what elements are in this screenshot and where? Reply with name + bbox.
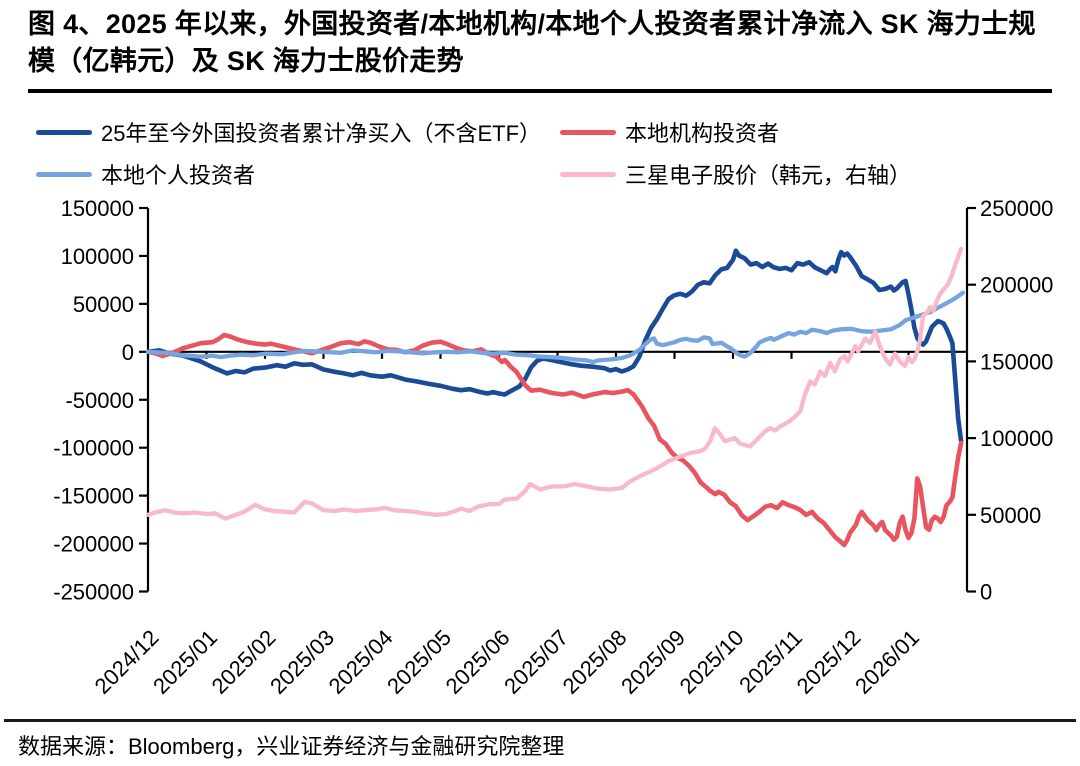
svg-text:2025/09: 2025/09 — [616, 625, 690, 699]
legend-item-local-individuals: 本地个人投资者 — [36, 160, 255, 188]
svg-text:250000: 250000 — [980, 196, 1053, 221]
legend-swatch-individuals-line — [36, 171, 92, 177]
svg-text:150000: 150000 — [980, 349, 1053, 374]
svg-text:-100000: -100000 — [53, 436, 134, 461]
svg-text:2026/01: 2026/01 — [850, 625, 924, 699]
svg-text:2025/04: 2025/04 — [324, 625, 398, 699]
legend-row-1: 25年至今外国投资者累计净买入（不含ETF） 本地机构投资者 — [0, 118, 1080, 146]
svg-text:0: 0 — [122, 340, 134, 365]
svg-text:50000: 50000 — [73, 292, 134, 317]
footer-source: 数据来源：Bloomberg，兴业证券经济与金融研究院整理 — [18, 734, 565, 759]
svg-text:2025/02: 2025/02 — [207, 625, 281, 699]
footer-divider — [4, 719, 1076, 722]
svg-text:2025/01: 2025/01 — [148, 625, 222, 699]
svg-text:2025/08: 2025/08 — [558, 625, 632, 699]
svg-text:-50000: -50000 — [65, 388, 134, 413]
svg-text:2024/12: 2024/12 — [90, 625, 164, 699]
legend-row-2: 本地个人投资者 三星电子股价（韩元，右轴） — [0, 160, 1080, 188]
legend-label: 本地个人投资者 — [101, 163, 256, 188]
svg-text:-250000: -250000 — [53, 580, 134, 605]
legend-swatch-foreign-line — [36, 129, 92, 135]
svg-text:100000: 100000 — [980, 426, 1053, 451]
svg-text:0: 0 — [980, 580, 992, 605]
svg-text:-200000: -200000 — [53, 532, 134, 557]
svg-text:-150000: -150000 — [53, 484, 134, 509]
svg-text:100000: 100000 — [61, 244, 134, 269]
legend-swatch-institutions-line — [560, 129, 616, 135]
svg-text:50000: 50000 — [980, 503, 1041, 528]
svg-text:2025/10: 2025/10 — [675, 625, 749, 699]
svg-text:2025/07: 2025/07 — [499, 625, 573, 699]
svg-text:2025/12: 2025/12 — [792, 625, 866, 699]
legend-label: 25年至今外国投资者累计净买入（不含ETF） — [101, 121, 542, 146]
svg-text:2025/06: 2025/06 — [441, 625, 515, 699]
legend-item-foreign-investors: 25年至今外国投资者累计净买入（不含ETF） — [36, 118, 541, 146]
legend-item-stock-price: 三星电子股价（韩元，右轴） — [560, 160, 911, 188]
svg-text:2025/03: 2025/03 — [265, 625, 339, 699]
legend-item-local-institutions: 本地机构投资者 — [560, 118, 779, 146]
figure-title: 图 4、2025 年以来，外国投资者/本地机构/本地个人投资者累计净流入 SK … — [28, 6, 1052, 93]
legend-label: 三星电子股价（韩元，右轴） — [625, 163, 912, 188]
legend-swatch-price-line — [560, 171, 616, 177]
svg-text:200000: 200000 — [980, 273, 1053, 298]
svg-text:150000: 150000 — [61, 196, 134, 221]
chart: 150000 100000 50000 0 -50000 -100000 -150000 -2… — [53, 196, 1053, 699]
legend-label: 本地机构投资者 — [625, 121, 780, 146]
svg-text:2025/05: 2025/05 — [382, 625, 456, 699]
